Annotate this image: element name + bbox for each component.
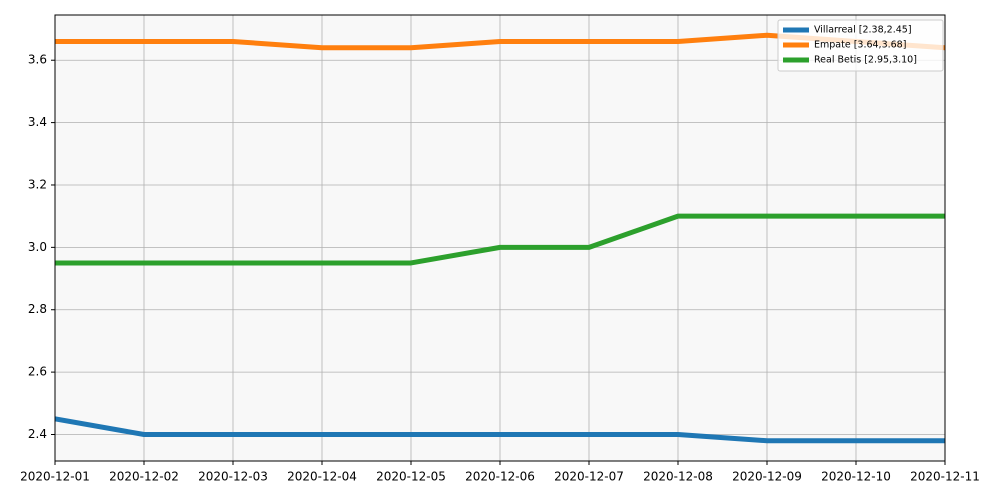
legend-label: Empate [3.64,3.68] (814, 40, 906, 51)
legend: Villarreal [2.38,2.45] Empate [3.64,3.68]… (777, 19, 944, 72)
y-tick-label: 2.6 (28, 365, 47, 379)
y-tick-label: 2.8 (28, 302, 47, 316)
legend-box (777, 19, 944, 72)
series-line (55, 416, 945, 444)
y-tick-label: 2.4 (28, 427, 47, 441)
ticks: 2020-12-01 2020-12-02 2020-12-03 2020-12-04… (20, 53, 980, 484)
y-tick-label: 3.0 (28, 240, 47, 254)
x-tick-label: 2020-12-10 (821, 470, 891, 484)
x-tick-label: 2020-12-09 (732, 470, 802, 484)
x-tick-label: 2020-12-02 (109, 470, 179, 484)
x-tick-label: 2020-12-05 (376, 470, 446, 484)
x-tick-label: 2020-12-03 (198, 470, 268, 484)
x-tick-label: 2020-12-04 (287, 470, 357, 484)
x-tick-label: 2020-12-11 (910, 470, 980, 484)
x-tick-label: 2020-12-01 (20, 470, 90, 484)
x-tick-label: 2020-12-08 (643, 470, 713, 484)
series-line (55, 213, 945, 266)
legend-label: Villarreal [2.38,2.45] (814, 25, 912, 36)
y-tick-label: 3.4 (28, 115, 47, 129)
x-tick-label: 2020-12-07 (554, 470, 624, 484)
legend-label: Real Betis [2.95,3.10] (814, 55, 917, 66)
y-tick-label: 3.6 (28, 53, 47, 67)
y-tick-label: 3.2 (28, 177, 47, 191)
x-tick-label: 2020-12-06 (465, 470, 535, 484)
